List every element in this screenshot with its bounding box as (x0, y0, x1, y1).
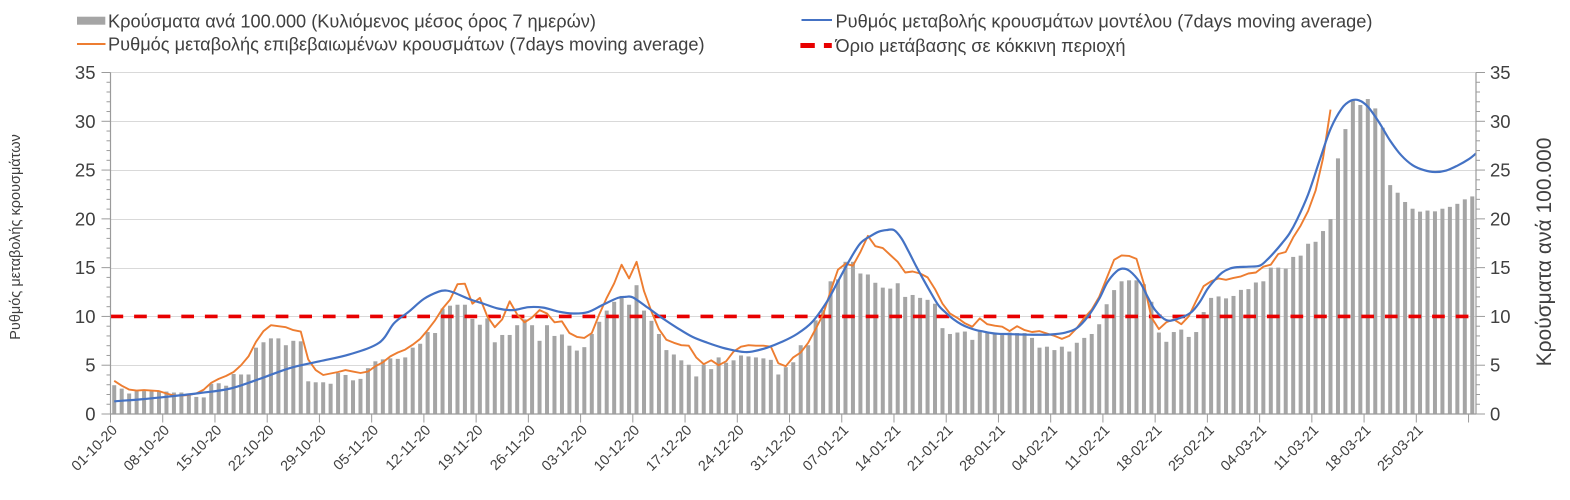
svg-text:30: 30 (1490, 111, 1511, 132)
svg-text:0: 0 (85, 404, 95, 425)
svg-text:5: 5 (85, 355, 95, 376)
svg-text:Όριο μετάβασης σε κόκκινη περι: Όριο μετάβασης σε κόκκινη περιοχή (835, 36, 1126, 56)
svg-text:15: 15 (1490, 257, 1511, 278)
svg-text:20: 20 (75, 208, 96, 229)
svg-text:10: 10 (1490, 306, 1511, 327)
svg-text:25: 25 (75, 160, 96, 181)
svg-text:5: 5 (1490, 355, 1500, 376)
svg-text:15: 15 (75, 257, 96, 278)
svg-text:Ρυθμός μεταβολής κρουσμάτων μο: Ρυθμός μεταβολής κρουσμάτων μοντέλου (7d… (836, 12, 1373, 32)
svg-text:20: 20 (1490, 208, 1511, 229)
svg-text:Κρούσματα ανά 100.000: Κρούσματα ανά 100.000 (1533, 138, 1556, 367)
svg-text:Κρούσματα ανά 100.000 (Κυλιόμ: Κρούσματα ανά 100.000 (Κυλιόμενος μέσος … (108, 12, 596, 32)
svg-text:0: 0 (1490, 404, 1500, 425)
svg-text:25: 25 (1490, 160, 1511, 181)
svg-text:35: 35 (1490, 62, 1511, 83)
svg-text:Ρυθμός μεταβολής κρουσμάτων: Ρυθμός μεταβολής κρουσμάτων (8, 134, 24, 340)
svg-text:10: 10 (75, 306, 96, 327)
svg-text:Ρυθμός μεταβολής επιβεβαιωμένω: Ρυθμός μεταβολής επιβεβαιωμένων κρουσμάτ… (108, 35, 705, 55)
svg-text:35: 35 (75, 62, 96, 83)
svg-text:30: 30 (75, 111, 96, 132)
